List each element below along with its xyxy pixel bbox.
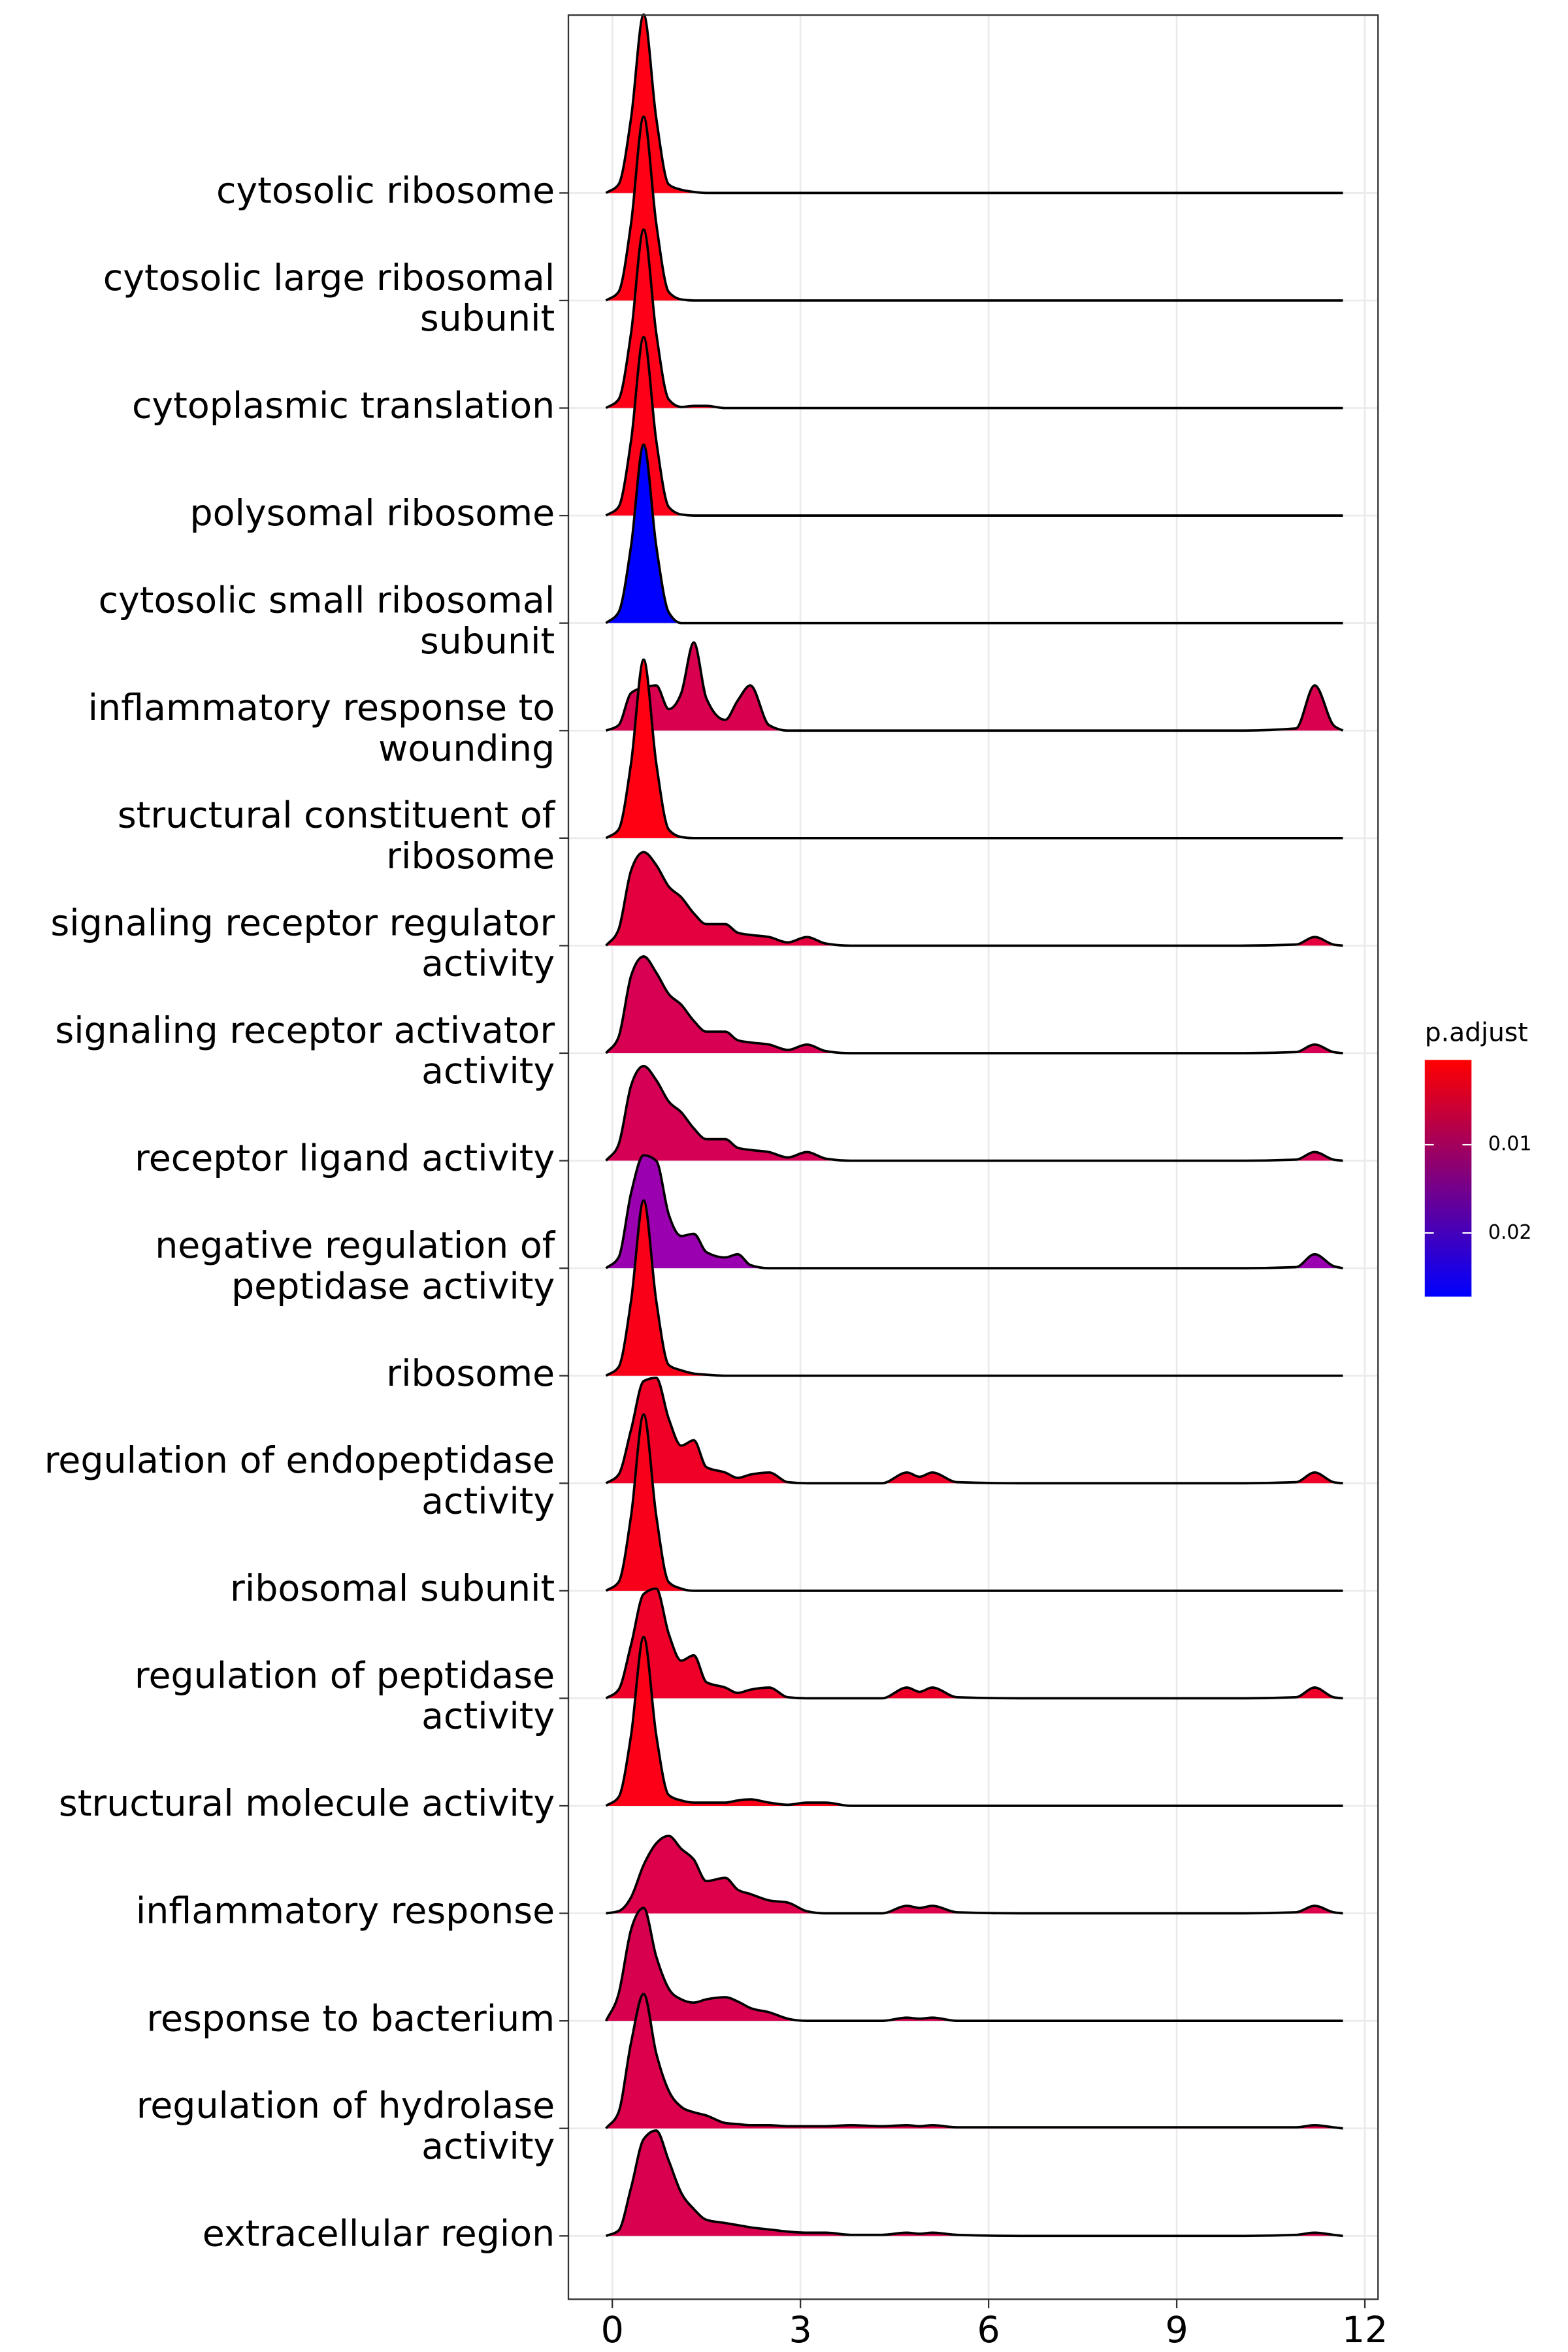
y-tick-label: cytoplasmic translation xyxy=(132,385,555,427)
ridge-line xyxy=(605,2129,1343,2238)
ridge-area xyxy=(606,1155,1343,1269)
y-tick-label: structural molecule activity xyxy=(59,1783,555,1825)
ridge-line xyxy=(605,851,1343,947)
ridge-area xyxy=(606,956,1343,1053)
y-tick-label: regulation of endopeptidase activity xyxy=(44,1440,555,1522)
y-tick-label: polysomal ribosome xyxy=(190,493,555,534)
ridge-area xyxy=(606,852,1343,946)
ridge-area xyxy=(606,1836,1343,1914)
y-tick-label: cytosolic small ribosomal subunit xyxy=(99,580,555,662)
y-tick-label: response to bacterium xyxy=(146,1998,555,2040)
colorbar-tick-label: 0.01 xyxy=(1488,1133,1532,1156)
ridge-line xyxy=(605,1993,1343,2130)
ridge-line xyxy=(605,1635,1343,1807)
x-tick-label: 12 xyxy=(1342,2310,1388,2351)
ridge-area xyxy=(606,2131,1343,2236)
ridge-line xyxy=(605,1199,1343,1377)
ridge-line xyxy=(605,115,1343,302)
x-tick-label: 3 xyxy=(789,2310,812,2351)
ridge-area xyxy=(606,1378,1343,1484)
panel-border xyxy=(567,14,1379,2300)
y-tick-label: negative regulation of peptidase activit… xyxy=(155,1225,556,1307)
ridge-line xyxy=(605,13,1343,195)
y-tick-label: cytosolic ribosome xyxy=(216,171,555,212)
ridge-line xyxy=(605,658,1343,840)
x-tick-label: 6 xyxy=(977,2310,1000,2351)
y-tick-label: extracellular region xyxy=(203,2213,555,2255)
x-tick-label: 9 xyxy=(1165,2310,1188,2351)
ridge-area xyxy=(606,1066,1343,1161)
y-tick-label: signaling receptor regulator activity xyxy=(50,902,555,985)
y-tick-label: cytosolic large ribosomal subunit xyxy=(103,257,555,340)
axes: 0 3 6 9 12 cytosolic ribosome cytosolic large … xyxy=(44,171,1388,2352)
ridge-line xyxy=(605,336,1343,517)
colorbar-tick-label: 0.02 xyxy=(1488,1221,1532,1244)
y-tick-label: regulation of peptidase activity xyxy=(135,1655,555,1737)
y-tick-label: regulation of hydrolase activity xyxy=(137,2085,555,2168)
ridge-area xyxy=(606,1588,1343,1699)
y-tick-label: inflammatory response xyxy=(136,1891,555,1933)
y-tick-label: structural constituent of ribosome xyxy=(118,795,556,877)
y-tick-label: ribosomal subunit xyxy=(230,1568,555,1610)
legend: p.adjust 0.01 0.02 xyxy=(1424,1019,1532,1297)
ridge-line xyxy=(606,1835,1343,1915)
y-tick-label: inflammatory response to wounding xyxy=(88,687,555,770)
y-tick-label: signaling receptor activator activity xyxy=(55,1010,555,1092)
ridge-line xyxy=(605,1154,1343,1269)
ridge-area xyxy=(606,642,1343,731)
ridges xyxy=(604,13,1344,2238)
ridge-line xyxy=(605,443,1343,625)
ridge-line xyxy=(605,641,1344,732)
ridge-line xyxy=(605,228,1343,410)
ridge-line xyxy=(605,1377,1343,1485)
y-tick-label: ribosome xyxy=(386,1353,555,1395)
legend-title: p.adjust xyxy=(1425,1019,1528,1048)
ridge-line xyxy=(605,1413,1343,1592)
y-tick-label: receptor ligand activity xyxy=(135,1138,555,1180)
ridge-line xyxy=(605,955,1343,1054)
x-tick-label: 0 xyxy=(601,2310,624,2351)
ridge-line xyxy=(604,1906,1343,2023)
ridge-area xyxy=(606,1994,1343,2129)
ridge-line xyxy=(605,1587,1343,1700)
ridge-line xyxy=(605,1064,1343,1162)
ridge-area xyxy=(606,1908,1343,2021)
colorbar xyxy=(1424,1060,1472,1297)
